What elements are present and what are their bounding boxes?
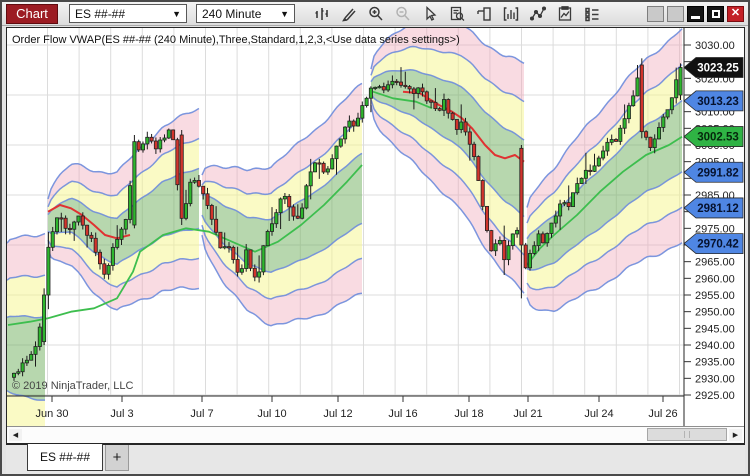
scrollbar-thumb[interactable] <box>647 428 727 441</box>
svg-text:Jul 3: Jul 3 <box>110 408 133 420</box>
price-marker-last-price: 3023.25 <box>683 57 744 78</box>
instrument-value: ES ##-## <box>75 6 126 21</box>
svg-text:2991.82: 2991.82 <box>697 167 739 179</box>
price-marker-vwap-plus-1sd: 3013.23 <box>683 90 744 112</box>
chart-panel: Order Flow VWAP(ES ##-## (240 Minute),Th… <box>6 27 745 444</box>
svg-text:2970.42: 2970.42 <box>697 239 739 251</box>
svg-text:3002.53: 3002.53 <box>697 132 739 144</box>
cursor-button[interactable] <box>416 4 443 24</box>
toolbar-icons <box>308 4 605 24</box>
data-box-button[interactable] <box>443 4 470 24</box>
maximize-icon <box>711 9 720 18</box>
svg-text:3030.00: 3030.00 <box>695 40 735 52</box>
svg-text:3013.23: 3013.23 <box>697 96 739 108</box>
window-type-label: Chart <box>6 3 58 24</box>
list-icon <box>584 7 598 21</box>
window-controls: ✕ <box>644 5 746 22</box>
price-marker-vwap: 3002.53 <box>683 126 744 147</box>
svg-text:Jul 16: Jul 16 <box>388 408 417 420</box>
bracketed-bars-icon <box>503 6 518 21</box>
close-icon: ✕ <box>730 7 741 19</box>
tab-es-instrument[interactable]: ES ##-## <box>27 444 103 471</box>
clipboard-image-icon <box>558 5 571 21</box>
svg-text:2940.00: 2940.00 <box>695 340 735 352</box>
svg-text:Order Flow VWAP(ES ##-## (240: Order Flow VWAP(ES ##-## (240 Minute),Th… <box>12 34 460 46</box>
chart-bars-icon <box>315 7 328 20</box>
draw-button[interactable] <box>335 4 362 24</box>
pencil-icon <box>341 8 356 21</box>
svg-text:© 2019 NinjaTrader, LLC: © 2019 NinjaTrader, LLC <box>12 380 133 392</box>
scroll-right-button[interactable]: ▶ <box>729 429 742 441</box>
window-button-blank-1[interactable] <box>647 5 664 22</box>
svg-text:Jul 18: Jul 18 <box>454 408 483 420</box>
svg-text:2945.00: 2945.00 <box>695 323 735 335</box>
zoom-out-button[interactable] <box>389 4 416 24</box>
svg-text:2925.00: 2925.00 <box>695 390 735 402</box>
svg-text:3023.25: 3023.25 <box>697 62 739 74</box>
svg-text:Jul 21: Jul 21 <box>513 408 542 420</box>
svg-text:2960.00: 2960.00 <box>695 273 735 285</box>
interval-value: 240 Minute <box>202 6 262 21</box>
svg-text:Jul 26: Jul 26 <box>648 408 677 420</box>
svg-text:2955.00: 2955.00 <box>695 290 735 302</box>
svg-text:2930.00: 2930.00 <box>695 373 735 385</box>
chart-style-button[interactable] <box>308 4 335 24</box>
cursor-icon <box>425 5 436 21</box>
minimize-button[interactable] <box>687 5 704 22</box>
chart-trader-button[interactable] <box>470 4 497 24</box>
tab-strip: ES ##-## + <box>6 444 745 474</box>
panel-dock-icon <box>476 6 491 21</box>
interval-selector[interactable]: 240 Minute ▼ <box>196 4 295 23</box>
volume-button[interactable] <box>497 4 524 24</box>
svg-text:Jul 7: Jul 7 <box>190 408 213 420</box>
minimize-icon <box>691 15 700 19</box>
svg-text:Jul 24: Jul 24 <box>584 408 613 420</box>
zigzag-dots-icon <box>529 5 546 21</box>
chart-canvas[interactable]: Order Flow VWAP(ES ##-## (240 Minute),Th… <box>7 28 744 426</box>
close-button[interactable]: ✕ <box>727 5 744 22</box>
add-tab-button[interactable]: + <box>105 445 129 471</box>
price-marker-vwap-minus-1sd: 2991.82 <box>683 161 744 183</box>
svg-text:2935.00: 2935.00 <box>695 357 735 369</box>
properties-button[interactable] <box>578 4 605 24</box>
price-marker-vwap-minus-3sd: 2970.42 <box>683 233 744 254</box>
price-marker-vwap-minus-2sd: 2981.12 <box>683 197 744 219</box>
scrollbar-grip <box>684 431 690 438</box>
chevron-down-icon: ▼ <box>280 8 289 19</box>
maximize-button[interactable] <box>707 5 724 22</box>
scroll-left-button[interactable]: ◀ <box>9 429 22 441</box>
svg-text:Jun 30: Jun 30 <box>35 408 68 420</box>
horizontal-scrollbar: ◀ ▶ <box>7 426 744 443</box>
title-bar: Chart ES ##-## ▼ 240 Minute ▼ <box>2 2 748 26</box>
snapshot-button[interactable] <box>551 4 578 24</box>
svg-text:Jul 12: Jul 12 <box>323 408 352 420</box>
window-button-blank-2[interactable] <box>667 5 684 22</box>
chevron-down-icon: ▼ <box>172 8 181 19</box>
drawing-line-button[interactable] <box>524 4 551 24</box>
instrument-selector[interactable]: ES ##-## ▼ <box>69 4 187 23</box>
svg-text:2975.00: 2975.00 <box>695 223 735 235</box>
zoom-in-button[interactable] <box>362 4 389 24</box>
zoom-out-icon <box>395 6 410 21</box>
zoom-in-icon <box>368 6 383 21</box>
svg-text:2950.00: 2950.00 <box>695 307 735 319</box>
svg-text:Jul 10: Jul 10 <box>257 408 286 420</box>
svg-text:2965.00: 2965.00 <box>695 257 735 269</box>
svg-text:2981.12: 2981.12 <box>697 203 739 215</box>
document-search-icon <box>450 6 464 21</box>
